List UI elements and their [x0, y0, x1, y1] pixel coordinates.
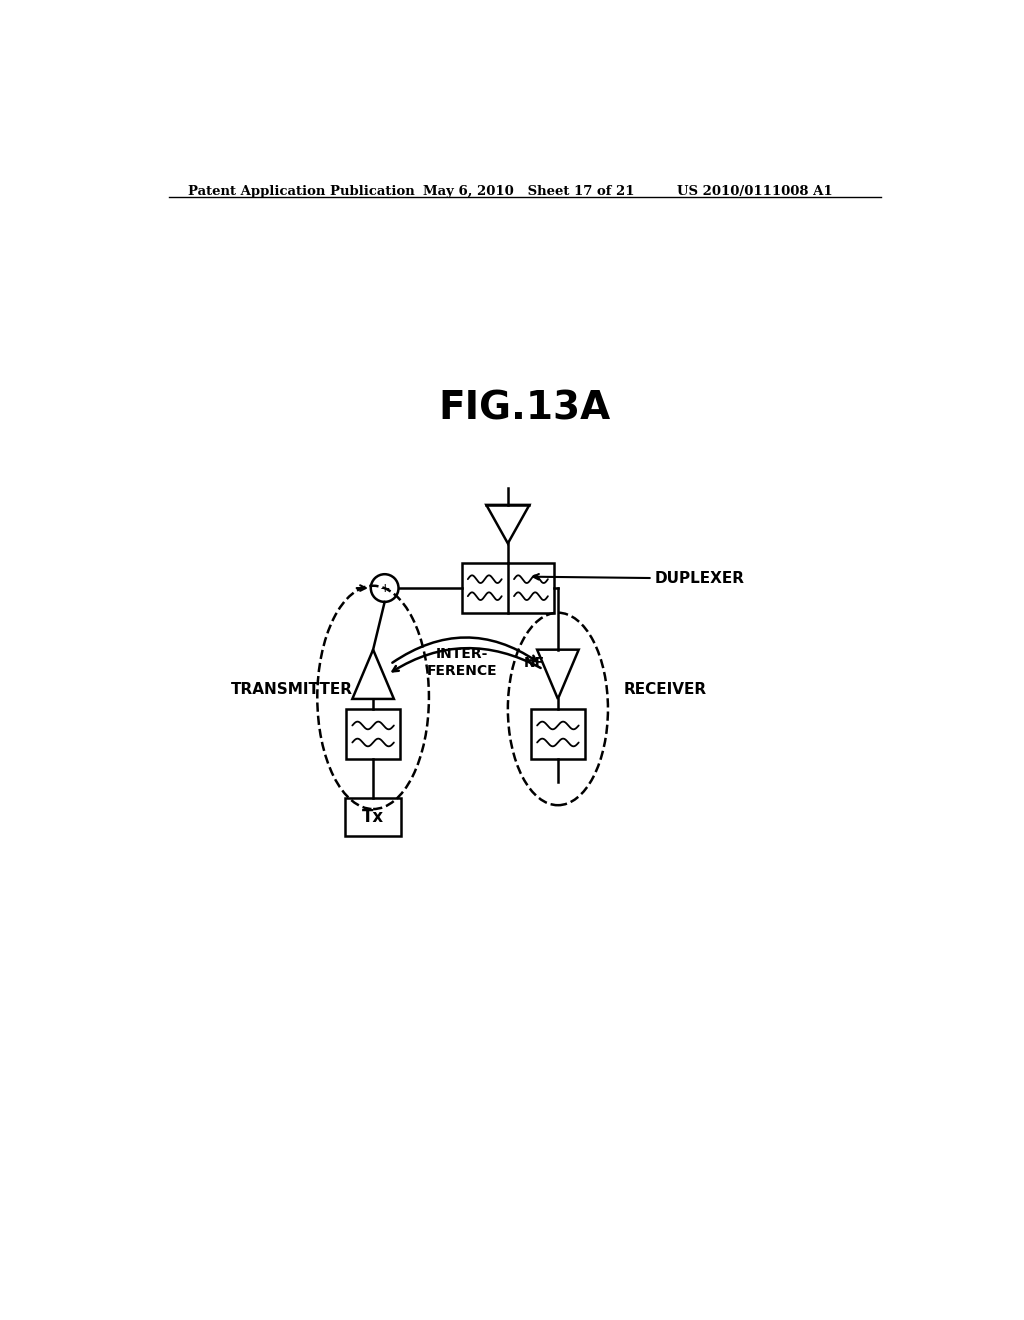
Text: TRANSMITTER: TRANSMITTER [230, 682, 352, 697]
Text: Tx: Tx [362, 808, 384, 826]
Text: RECEIVER: RECEIVER [624, 682, 707, 697]
Text: Patent Application Publication: Patent Application Publication [188, 185, 415, 198]
Text: DUPLEXER: DUPLEXER [654, 570, 744, 586]
Text: US 2010/0111008 A1: US 2010/0111008 A1 [677, 185, 833, 198]
Bar [345, 797, 400, 836]
Text: May 6, 2010   Sheet 17 of 21: May 6, 2010 Sheet 17 of 21 [423, 185, 635, 198]
Text: NF: NF [523, 656, 545, 669]
Text: FIG.13A: FIG.13A [438, 389, 611, 428]
Text: INTER-
FERENCE: INTER- FERENCE [426, 647, 497, 678]
Bar [346, 709, 400, 759]
Text: +: + [379, 582, 390, 594]
Bar [531, 709, 585, 759]
Bar [462, 562, 554, 612]
